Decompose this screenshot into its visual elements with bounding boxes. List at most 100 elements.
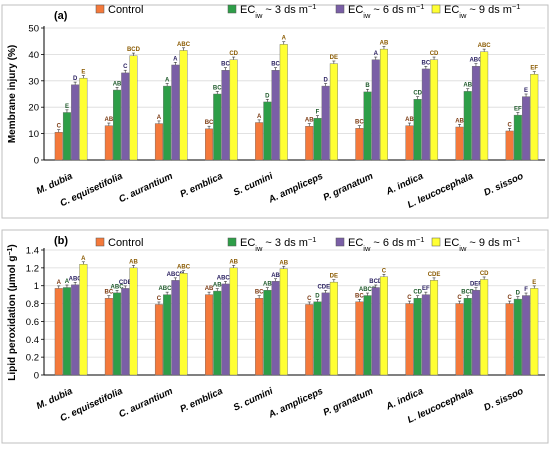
significance-label: A	[157, 115, 162, 121]
bar-control	[54, 132, 63, 161]
significance-label: BC	[221, 62, 230, 68]
significance-label: ABCD	[158, 286, 176, 292]
significance-label: AB	[113, 81, 122, 87]
significance-label: A	[65, 279, 70, 285]
significance-label: C	[457, 295, 462, 301]
category-label: P. granatum	[322, 386, 376, 419]
significance-label: A	[173, 56, 178, 62]
category-label: C. aurantium	[117, 171, 175, 206]
bar-control	[205, 128, 214, 161]
legend-prefix: EC	[240, 237, 255, 249]
legend-sup: −1	[416, 2, 425, 11]
legend-swatch-control	[95, 4, 105, 14]
bar-ec9	[229, 59, 238, 161]
bar-control	[205, 294, 214, 376]
y-tick-label: 1.2	[26, 263, 39, 274]
significance-label: AB	[205, 286, 214, 292]
significance-label: CD	[229, 51, 238, 57]
significance-label: C	[57, 124, 62, 130]
significance-label: ABC	[69, 276, 83, 282]
significance-label: ABC	[469, 58, 483, 64]
significance-label: E	[532, 280, 536, 286]
significance-label: BC	[255, 290, 264, 296]
category-label: P. emblica	[178, 171, 224, 200]
legend-swatch-control	[95, 237, 105, 247]
bar-ec3	[413, 99, 422, 161]
legend-text: Control	[108, 4, 143, 16]
significance-label: A	[165, 77, 170, 83]
significance-label: AB	[305, 118, 314, 124]
bar-ec6	[471, 66, 480, 161]
significance-label: BCD	[369, 279, 383, 285]
significance-label: AB	[455, 118, 464, 124]
significance-label: D	[265, 93, 270, 99]
significance-label: E	[81, 70, 85, 76]
bar-control	[154, 123, 163, 161]
bar-ec6	[371, 59, 380, 161]
bar-control	[255, 122, 264, 161]
bar-ec6	[522, 96, 531, 161]
bar-ec6	[321, 85, 330, 161]
significance-label: ABC	[177, 42, 191, 48]
significance-label: BC	[271, 62, 280, 68]
legend-label-ec3: ECiw ~ 3 ds m−1	[240, 235, 316, 253]
significance-label: AB	[380, 40, 389, 46]
significance-label: AB	[129, 259, 138, 265]
significance-label: C	[123, 64, 128, 70]
bar-ec6	[471, 289, 480, 376]
category-label: P. emblica	[178, 386, 224, 415]
bar-ec3	[463, 298, 472, 376]
legend-swatch-ec6	[335, 237, 345, 247]
bar-ec9	[430, 59, 439, 161]
y-tick-label: 0.2	[26, 353, 39, 364]
y-tick-label: 1.4	[26, 246, 39, 257]
bar-ec9	[530, 288, 539, 376]
bar-ec6	[71, 284, 80, 376]
significance-label: C	[382, 268, 387, 274]
significance-label: AB	[263, 282, 272, 288]
bar-ec9	[379, 276, 388, 376]
legend-sup: −1	[308, 2, 317, 11]
bar-control	[104, 298, 113, 376]
bar-ec9	[329, 281, 338, 376]
legend-suffix: ~ 3 ds m	[262, 4, 308, 16]
bar-ec9	[229, 267, 238, 376]
panel-label: (b)	[54, 235, 68, 247]
significance-label: ABC	[478, 43, 492, 49]
significance-label: BCD	[127, 47, 141, 53]
significance-label: AB	[229, 259, 238, 265]
y-tick-label: 0.4	[26, 335, 39, 346]
bar-ec3	[313, 301, 322, 376]
y-tick-label: 0	[34, 371, 39, 382]
significance-label: C	[507, 295, 512, 301]
significance-label: CDE	[119, 280, 132, 286]
bar-ec6	[522, 295, 531, 376]
y-axis-label-text: Lipid peroxidation (µmol g	[7, 256, 18, 381]
category-label: M. dubia	[35, 386, 75, 412]
significance-label: AB	[405, 117, 414, 123]
bar-ec3	[263, 289, 272, 376]
significance-label: ABC	[111, 284, 125, 290]
significance-label: EF	[514, 106, 522, 112]
significance-label: B	[365, 83, 370, 89]
significance-label: C	[307, 296, 312, 302]
legend-label-ec3: ECiw ~ 3 ds m−1	[240, 2, 316, 20]
significance-label: A	[257, 114, 262, 120]
panel-b-lipid-peroxidation: 0 0.2 0.4 0.6 0.8 1 1.2 1.4 Lipid peroxidation (…	[1, 229, 549, 444]
panel-a-membrane-injury: 0 10 20 30 40 50 Membrane injury (%) (a) Control…	[1, 2, 549, 219]
category-label: C. aurantium	[117, 386, 175, 421]
significance-label: C	[407, 295, 412, 301]
bar-control	[405, 125, 414, 161]
bar-ec9	[129, 267, 138, 376]
significance-label: BCD	[461, 290, 475, 296]
bar-ec6	[121, 288, 130, 376]
significance-label: ABC	[177, 265, 191, 271]
legend-sub: iw	[459, 11, 467, 20]
legend-swatch-ec9	[431, 4, 441, 14]
legend-label-ec9: ECiw ~ 9 ds m−1	[444, 235, 520, 253]
legend-sub: iw	[363, 11, 371, 20]
bar-control	[455, 303, 464, 376]
significance-label: CDEF	[317, 284, 334, 290]
significance-label: BC	[105, 290, 114, 296]
